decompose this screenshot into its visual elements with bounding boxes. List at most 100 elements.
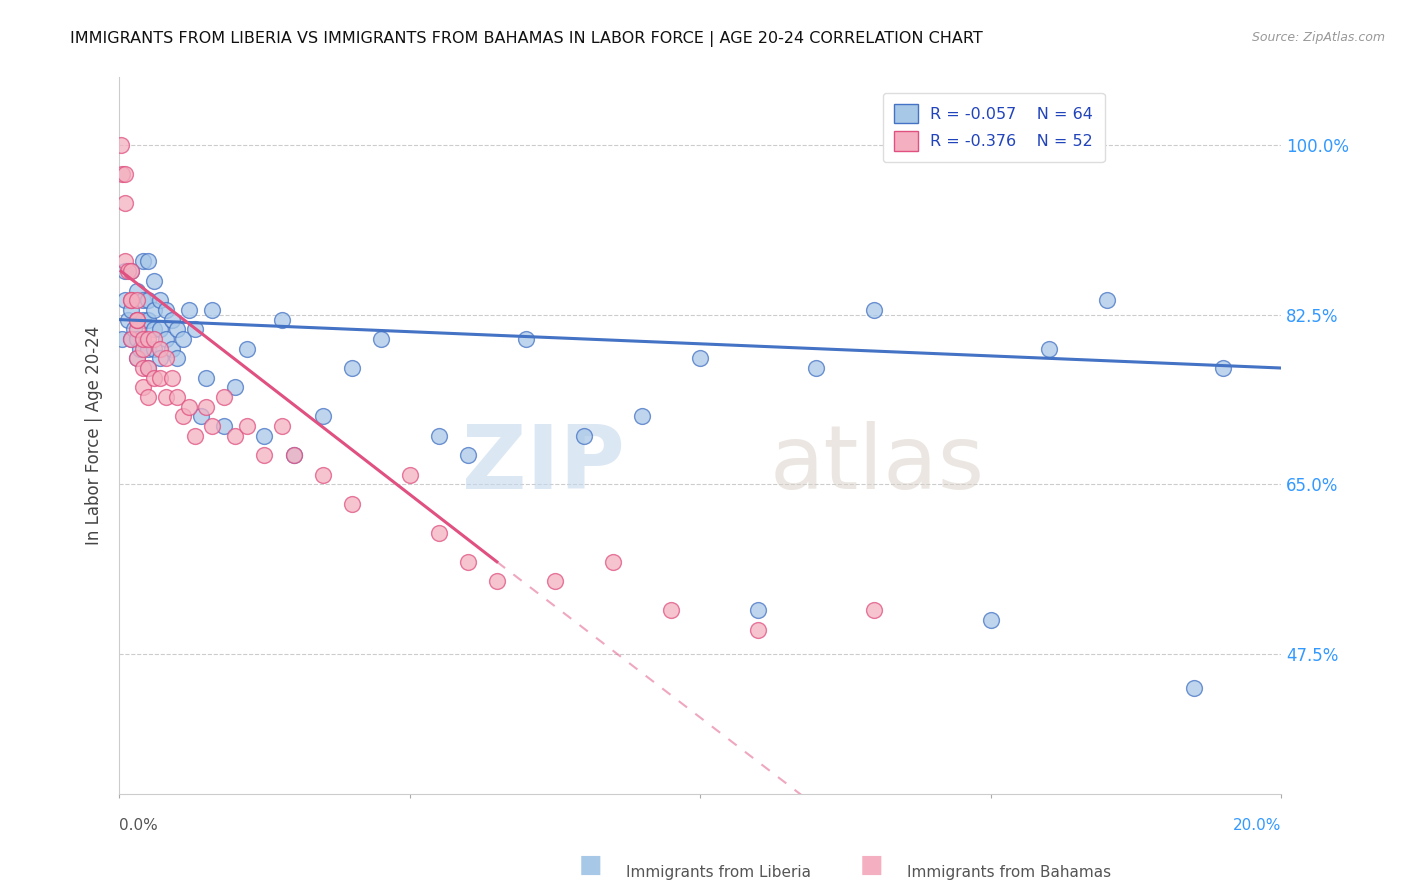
Text: ZIP: ZIP [461, 421, 624, 508]
Point [143, 332, 166, 346]
Text: ■: ■ [860, 854, 883, 878]
Point [370, 332, 392, 346]
Point [136, 254, 159, 268]
Point [114, 254, 136, 268]
Point [125, 293, 148, 308]
Point [149, 293, 172, 308]
Point [111, 332, 134, 346]
Point [155, 390, 177, 404]
Point [120, 332, 142, 346]
Point [1212, 361, 1234, 376]
Point [125, 322, 148, 336]
Point [659, 603, 682, 617]
Point [136, 361, 159, 376]
Point [149, 370, 172, 384]
Point [863, 302, 886, 317]
Point [143, 370, 166, 384]
Point [572, 429, 595, 443]
Text: atlas: atlas [770, 421, 986, 508]
Point [271, 312, 294, 326]
Point [427, 525, 450, 540]
Point [131, 254, 153, 268]
Point [340, 497, 363, 511]
Point [236, 342, 259, 356]
Point [806, 361, 828, 376]
Y-axis label: In Labor Force | Age 20-24: In Labor Force | Age 20-24 [86, 326, 103, 545]
Point [190, 409, 212, 424]
Point [457, 555, 479, 569]
Point [111, 167, 134, 181]
Point [136, 312, 159, 326]
Point [1182, 681, 1205, 695]
Point [125, 332, 148, 346]
Point [131, 293, 153, 308]
Point [253, 429, 276, 443]
Point [120, 302, 142, 317]
Point [143, 274, 166, 288]
Point [149, 351, 172, 366]
Point [311, 467, 333, 482]
Point [131, 332, 153, 346]
Point [398, 467, 420, 482]
Point [544, 574, 567, 588]
Point [155, 351, 177, 366]
Point [136, 332, 159, 346]
Point [136, 361, 159, 376]
Point [125, 312, 148, 326]
Point [224, 429, 246, 443]
Point [747, 603, 769, 617]
Point [195, 400, 218, 414]
Point [485, 574, 508, 588]
Point [271, 419, 294, 434]
Point [120, 264, 142, 278]
Point [201, 302, 224, 317]
Legend: R = -0.057    N = 64, R = -0.376    N = 52: R = -0.057 N = 64, R = -0.376 N = 52 [883, 93, 1105, 162]
Point [114, 293, 136, 308]
Point [155, 302, 177, 317]
Point [283, 448, 305, 462]
Point [236, 419, 259, 434]
Point [122, 322, 145, 336]
Point [863, 603, 886, 617]
Point [110, 138, 132, 153]
Point [212, 419, 235, 434]
Point [184, 429, 207, 443]
Point [340, 361, 363, 376]
Point [143, 322, 166, 336]
Point [457, 448, 479, 462]
Point [125, 351, 148, 366]
Point [143, 342, 166, 356]
Point [128, 342, 150, 356]
Point [114, 167, 136, 181]
Point [120, 264, 142, 278]
Point [311, 409, 333, 424]
Point [125, 312, 148, 326]
Point [114, 264, 136, 278]
Text: 0.0%: 0.0% [120, 819, 157, 833]
Point [136, 293, 159, 308]
Point [172, 409, 194, 424]
Point [1038, 342, 1060, 356]
Point [125, 312, 148, 326]
Point [747, 623, 769, 637]
Point [1095, 293, 1118, 308]
Point [160, 370, 183, 384]
Point [131, 380, 153, 394]
Point [166, 351, 188, 366]
Point [117, 312, 139, 326]
Point [177, 400, 200, 414]
Point [184, 322, 207, 336]
Point [155, 332, 177, 346]
Point [253, 448, 276, 462]
Point [120, 332, 142, 346]
Point [114, 196, 136, 211]
Point [143, 302, 166, 317]
Point [149, 342, 172, 356]
Point [689, 351, 711, 366]
Text: IMMIGRANTS FROM LIBERIA VS IMMIGRANTS FROM BAHAMAS IN LABOR FORCE | AGE 20-24 CO: IMMIGRANTS FROM LIBERIA VS IMMIGRANTS FR… [70, 31, 983, 47]
Point [131, 312, 153, 326]
Point [195, 370, 218, 384]
Point [166, 390, 188, 404]
Point [131, 361, 153, 376]
Point [515, 332, 537, 346]
